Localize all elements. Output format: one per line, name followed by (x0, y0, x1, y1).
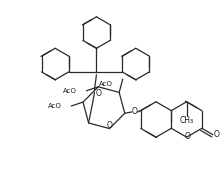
Text: O: O (106, 121, 112, 130)
Text: O: O (214, 130, 220, 139)
Text: CH₃: CH₃ (180, 116, 194, 125)
Text: O: O (132, 107, 138, 116)
Text: O: O (185, 132, 191, 141)
Text: AcO: AcO (48, 103, 61, 109)
Text: AcO: AcO (99, 81, 113, 87)
Text: AcO: AcO (63, 88, 77, 94)
Text: O: O (95, 89, 101, 98)
